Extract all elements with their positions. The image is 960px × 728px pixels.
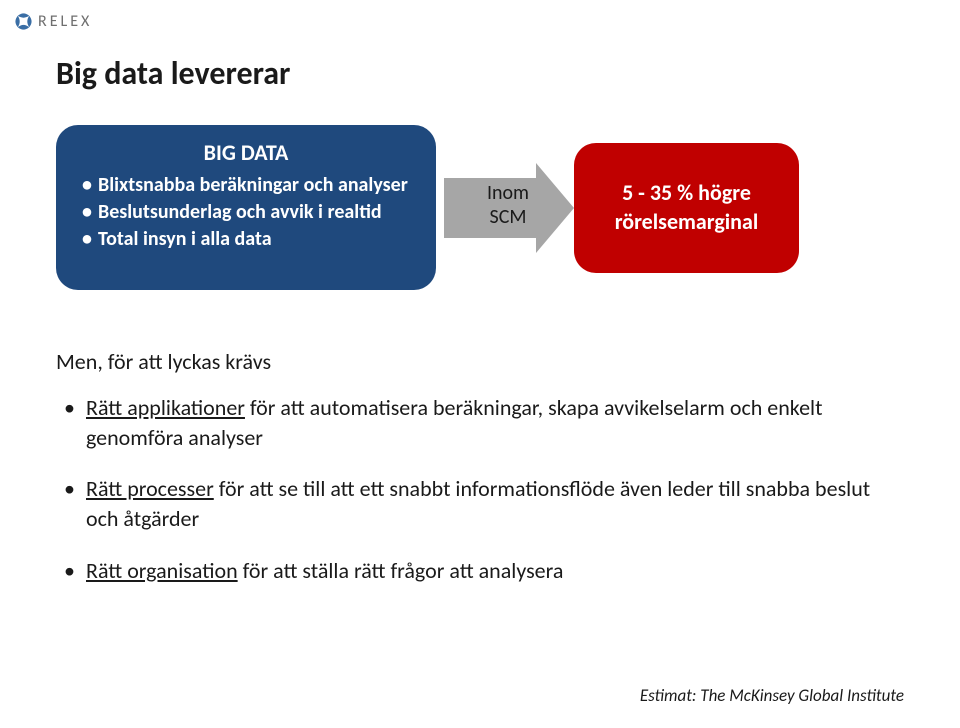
requirement-lead: Rätt applikationer — [86, 394, 245, 421]
subheading: Men, för att lyckas krävs — [56, 348, 904, 375]
page-title: Big data levererar — [56, 54, 904, 93]
arrow-label-line: Inom — [487, 181, 529, 205]
requirement-item: Rätt organisation för att ställa rätt fr… — [56, 556, 904, 586]
brand-logo: RELEX — [14, 12, 92, 31]
arrow-label-line: SCM — [490, 205, 527, 229]
flow-row: BIG DATA Blixtsnabba beräkningar och ana… — [56, 125, 904, 290]
result-card: 5 - 35 % högre rörelsemarginal — [574, 143, 799, 273]
requirement-item: Rätt processer för att se till att ett s… — [56, 474, 904, 533]
brand-name: RELEX — [38, 12, 92, 31]
result-text: 5 - 35 % högre rörelsemarginal — [615, 179, 759, 236]
result-line: rörelsemarginal — [615, 208, 759, 235]
big-data-item: Total insyn i alla data — [82, 226, 410, 253]
big-data-item: Blixtsnabba beräkningar och analyser — [82, 172, 410, 199]
requirements-list: Rätt applikationer för att automatisera … — [56, 393, 904, 585]
footer-citation: Estimat: The McKinsey Global Institute — [640, 685, 904, 706]
big-data-heading: BIG DATA — [82, 139, 410, 166]
relex-mark-icon — [14, 12, 33, 31]
result-line: 5 - 35 % högre — [622, 179, 751, 206]
requirement-rest: för att ställa rätt frågor att analysera — [238, 557, 564, 584]
requirement-lead: Rätt processer — [86, 475, 214, 502]
requirement-lead: Rätt organisation — [86, 557, 238, 584]
big-data-card: BIG DATA Blixtsnabba beräkningar och ana… — [56, 125, 436, 290]
flow-arrow: Inom SCM — [444, 163, 574, 253]
big-data-list: Blixtsnabba beräkningar och analyser Bes… — [82, 172, 410, 253]
big-data-item: Beslutsunderlag och avvik i realtid — [82, 199, 410, 226]
requirement-item: Rätt applikationer för att automatisera … — [56, 393, 904, 452]
arrow-label: Inom SCM — [478, 181, 538, 229]
